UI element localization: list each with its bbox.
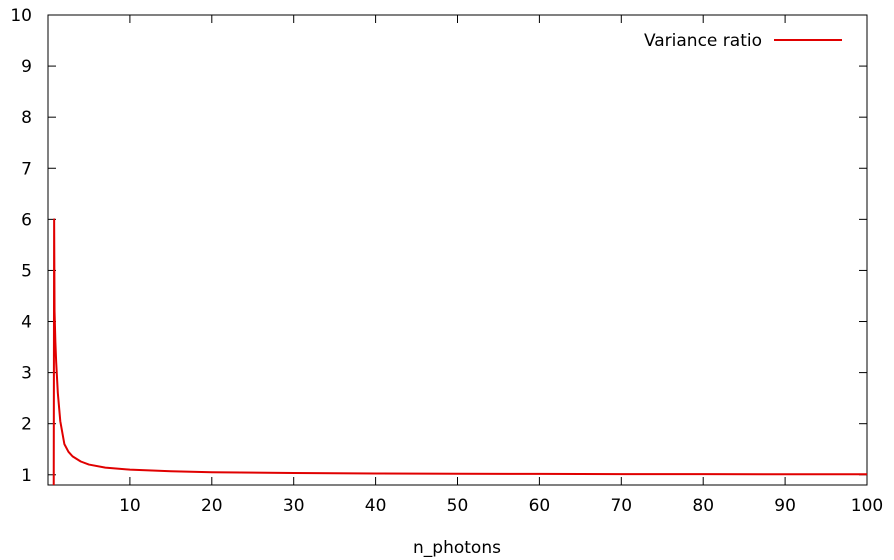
x-tick-label: 50 bbox=[447, 496, 469, 516]
plot-frame bbox=[47, 14, 868, 486]
legend-label-variance-ratio: Variance ratio bbox=[644, 31, 762, 51]
x-tick-label: 40 bbox=[365, 496, 387, 516]
y-tick-label: 1 bbox=[21, 466, 32, 486]
y-tick-label: 2 bbox=[21, 415, 32, 435]
x-axis-label: n_photons bbox=[413, 538, 501, 558]
y-tick-label: 6 bbox=[21, 210, 32, 230]
x-tick-label: 20 bbox=[201, 496, 223, 516]
y-tick-label: 4 bbox=[21, 313, 32, 333]
y-tick-label: 7 bbox=[21, 159, 32, 179]
x-tick-label: 80 bbox=[692, 496, 714, 516]
series-line-variance-ratio bbox=[52, 218, 868, 486]
x-tick-label: 60 bbox=[529, 496, 551, 516]
y-tick-label: 8 bbox=[21, 108, 32, 128]
x-tick-label: 30 bbox=[283, 496, 305, 516]
y-tick-label: 5 bbox=[21, 261, 32, 281]
legend: Variance ratio bbox=[644, 31, 842, 51]
x-tick-label: 70 bbox=[610, 496, 632, 516]
axes-layer bbox=[47, 14, 868, 486]
y-tick-label: 3 bbox=[21, 364, 32, 384]
x-tick-label: 10 bbox=[119, 496, 141, 516]
x-tick-label: 100 bbox=[851, 496, 883, 516]
y-tick-label: 9 bbox=[21, 57, 32, 77]
x-tick-label: 90 bbox=[774, 496, 796, 516]
series-layer bbox=[52, 218, 868, 486]
y-tick-label: 10 bbox=[10, 6, 32, 26]
ticks-layer: 10 20 30 40 50 60 70 80 90 100 1 2 3 4 5 6 7 8 9 10 bbox=[10, 6, 883, 516]
